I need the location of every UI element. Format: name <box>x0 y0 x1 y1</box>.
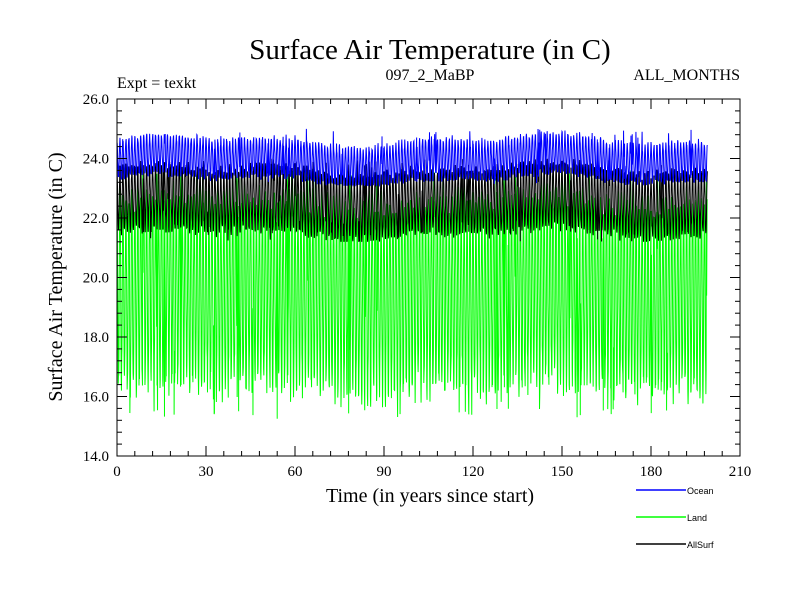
y-tick-label: 14.0 <box>83 449 109 465</box>
x-axis-label: Time (in years since start) <box>326 485 534 507</box>
y-tick-label: 16.0 <box>83 390 109 406</box>
run-label: 097_2_MaBP <box>386 67 475 84</box>
x-tick-label: 0 <box>113 464 121 480</box>
series-line-land <box>116 170 708 419</box>
series-layer <box>116 128 708 419</box>
legend-label-ocean: Ocean <box>687 486 714 496</box>
experiment-label: Expt = texkt <box>117 75 197 92</box>
x-tick-label: 120 <box>462 464 485 480</box>
y-tick-label: 24.0 <box>83 152 109 168</box>
axes-layer: 0 30 60 90 120 150 180 210 14.0 16.0 18.0 20.0 22.0 2… <box>83 92 752 480</box>
y-tick-label: 22.0 <box>83 211 109 227</box>
y-axis-label: Surface Air Temperature (in C) <box>45 152 67 401</box>
months-label: ALL_MONTHS <box>633 67 740 84</box>
x-tick-label: 210 <box>729 464 752 480</box>
legend-label-allsurf: AllSurf <box>687 540 714 550</box>
x-tick-label: 180 <box>640 464 663 480</box>
chart-title: Surface Air Temperature (in C) <box>249 34 610 66</box>
x-tick-label: 90 <box>377 464 392 480</box>
x-tick-label: 150 <box>551 464 574 480</box>
x-tick-label: 60 <box>288 464 303 480</box>
y-tick-label: 18.0 <box>83 330 109 346</box>
x-tick-label: 30 <box>199 464 214 480</box>
series-line-ocean <box>116 128 708 188</box>
plot-frame <box>116 98 741 457</box>
series-line-allsurf <box>116 158 708 242</box>
legend-label-land: Land <box>687 513 707 523</box>
y-tick-label: 20.0 <box>83 271 109 287</box>
legend: Ocean Land AllSurf <box>636 486 714 550</box>
y-tick-label: 26.0 <box>83 92 109 108</box>
